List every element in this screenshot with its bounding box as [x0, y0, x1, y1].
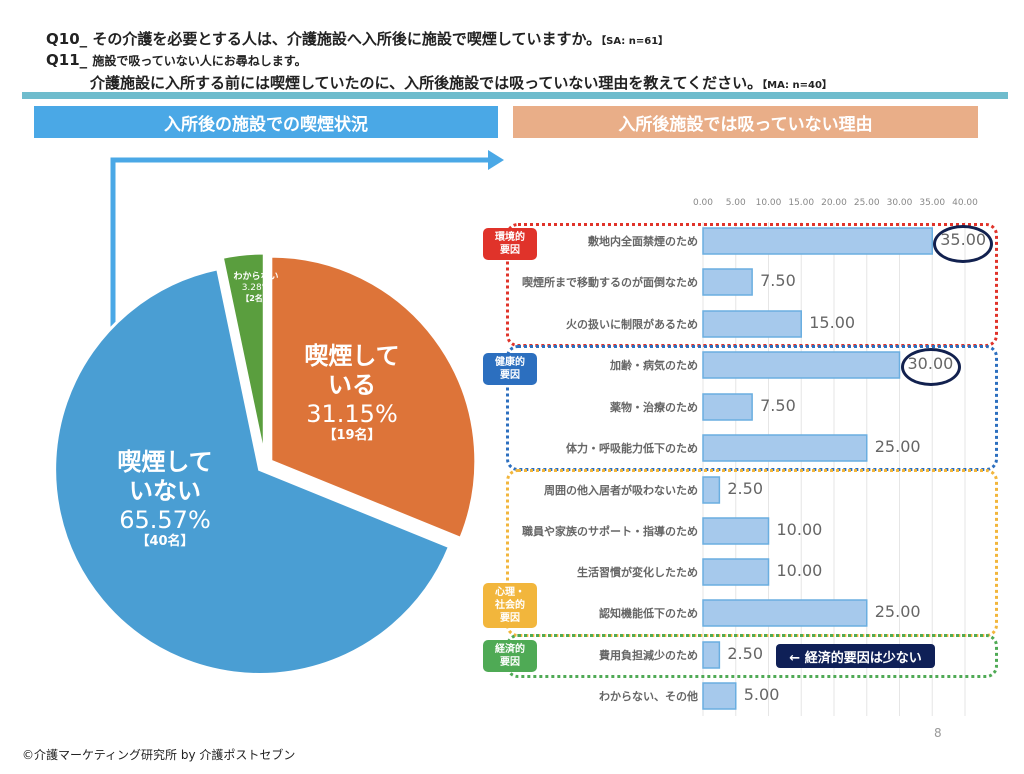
pie-label-not-smoking: 喫煙して いない 65.57% 【40名】	[85, 448, 245, 550]
category-label: 火の扱いに制限があるため	[566, 318, 698, 331]
group-label-text: 経済的要因	[495, 644, 525, 668]
pie-label-count: 【40名】	[136, 534, 194, 550]
group-label-text: 健康的要因	[495, 357, 525, 381]
group-label: 環境的要因	[483, 228, 537, 260]
q11-line1-text: 施設で吸っていない人にお尋ねします。	[92, 54, 307, 68]
category-label: 生活習慣が変化したため	[577, 566, 698, 579]
x-tick-label: 0.00	[692, 198, 714, 208]
category-label: 薬物・治療のため	[610, 401, 698, 414]
x-tick-label: 35.00	[919, 198, 946, 208]
bar-value-label: 7.50	[760, 271, 796, 290]
pie-label-percent: 65.57%	[119, 505, 211, 534]
group-box-environment	[506, 223, 998, 347]
q11-note: 【MA: n=40】	[762, 80, 832, 91]
bar-value-label: 25.00	[874, 437, 921, 456]
x-tick-label: 30.00	[886, 198, 913, 208]
pie-label-percent: 3.28%	[241, 282, 271, 293]
bar-value-label: 25.00	[874, 602, 921, 621]
x-tick-label: 5.00	[725, 198, 746, 208]
bar	[702, 517, 770, 545]
question-q11-line1: Q11_ 施設で吸っていない人にお尋ねします。	[46, 51, 307, 69]
bar-value-label: 5.00	[743, 685, 780, 704]
page-number: 8	[934, 726, 942, 740]
bar	[702, 599, 868, 627]
bar	[702, 351, 901, 379]
pie-label-line1: わからない	[233, 272, 279, 282]
pie-chart	[53, 251, 478, 676]
bar-value-label: 2.50	[727, 644, 763, 663]
bar	[702, 558, 770, 586]
q11-line2-text: 介護施設に入所する前には喫煙していたのに、入所後施設では吸っていない理由を教えて…	[90, 74, 763, 92]
x-tick-label: 10.00	[755, 198, 782, 208]
group-label: 健康的要因	[483, 353, 537, 385]
group-label-text: 環境的要因	[495, 232, 525, 256]
category-label: 認知機能低下のため	[599, 607, 698, 620]
pie-label-line2: いない	[129, 476, 201, 505]
x-tick-label: 20.00	[821, 198, 847, 208]
bar	[702, 641, 721, 669]
x-tick-label: 25.00	[853, 198, 880, 208]
category-label: 加齢・病気のため	[610, 359, 698, 372]
highlight-oval-30	[901, 348, 961, 386]
left-section-title: 入所後の施設での喫煙状況	[34, 106, 498, 138]
x-tick-label: 15.00	[788, 198, 815, 208]
q10-text: Q10_ その介護を必要とする人は、介護施設へ入所後に施設で喫煙していますか。	[46, 30, 602, 48]
pie-label-count: 【19名】	[323, 428, 381, 444]
pie-label-count: 【2名】	[241, 293, 271, 303]
category-label: 敷地内全面禁煙のため	[588, 235, 698, 248]
category-label: 職員や家族のサポート・指導のため	[522, 525, 698, 538]
pie-label-smoking: 喫煙して いる 31.15% 【19名】	[272, 342, 432, 444]
bar	[702, 476, 721, 504]
flow-arrow-head	[488, 150, 504, 170]
category-label: 周囲の他入居者が吸わないため	[544, 484, 698, 497]
highlight-oval-35	[933, 225, 993, 263]
category-label: 費用負担減少のため	[599, 649, 698, 662]
group-label: 心理・社会的要因	[483, 583, 537, 628]
pie-label-line1: 喫煙して	[304, 342, 400, 370]
bar-value-label: 15.00	[809, 313, 856, 332]
bar	[702, 393, 753, 421]
bar	[702, 682, 737, 710]
bar	[702, 310, 802, 338]
pie-slice-not-smoking	[53, 267, 452, 676]
category-label: わからない、その他	[599, 690, 698, 703]
bar-value-label: 7.50	[760, 396, 796, 415]
group-label-text: 心理・社会的要因	[495, 587, 525, 624]
bar	[702, 227, 933, 255]
pie-label-line1: 喫煙して	[117, 448, 213, 476]
pie-slice-smoking	[269, 254, 478, 541]
q11-prefix: Q11_	[46, 51, 88, 69]
pie-label-unknown: わからない 3.28% 【2名】	[176, 272, 336, 303]
group-label: 経済的要因	[483, 640, 537, 672]
group-box-social	[506, 469, 998, 637]
bar-value-label: 2.50	[727, 479, 763, 498]
category-label: 体力・呼吸能力低下のため	[566, 442, 698, 455]
question-q10: Q10_ その介護を必要とする人は、介護施設へ入所後に施設で喫煙していますか。【…	[46, 28, 668, 49]
copyright: ©介護マーケティング研究所 by 介護ポストセブン	[22, 748, 296, 762]
bar	[702, 434, 868, 462]
category-label: 喫煙所まで移動するのが面倒なため	[522, 276, 698, 289]
annotation-econ: ← 経済的要因は少ない	[776, 644, 935, 668]
bar-value-label: 10.00	[776, 520, 823, 539]
x-tick-label: 40.00	[952, 198, 978, 208]
pie-label-percent: 31.15%	[306, 399, 398, 428]
bar-chart	[702, 227, 933, 710]
q10-note: 【SA: n=61】	[601, 36, 669, 47]
pie-slice-unknown	[220, 251, 266, 459]
right-section-title: 入所後施設では吸っていない理由	[513, 106, 978, 138]
divider	[22, 92, 1008, 99]
pie-label-line2: いる	[328, 370, 376, 399]
flow-arrow-line	[110, 157, 490, 345]
bar-value-label: 10.00	[776, 561, 823, 580]
question-q11-line2: 介護施設に入所する前には喫煙していたのに、入所後施設では吸っていない理由を教えて…	[90, 72, 832, 93]
bar	[702, 268, 753, 296]
